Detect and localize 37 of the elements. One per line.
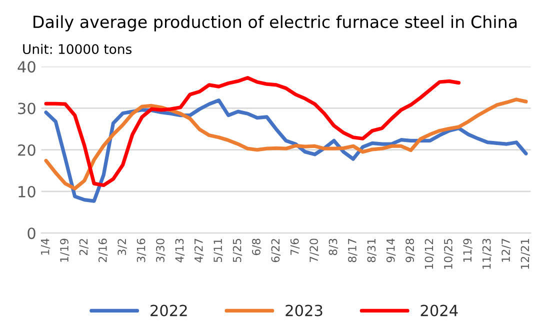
x-tick-label: 5/11 (214, 238, 223, 262)
x-tick-label: 8/3 (328, 238, 338, 256)
x-tick-label: 6/8 (252, 238, 262, 256)
x-tick-label: 2/16 (98, 238, 108, 262)
x-tick-label: 3/16 (136, 238, 146, 262)
x-tick-label: 8/31 (367, 238, 376, 262)
x-tick-label: 10/12 (424, 239, 434, 269)
legend-label: 2022 (150, 304, 187, 316)
x-tick-label: 5/25 (232, 238, 242, 262)
x-tick-label: 2/2 (79, 239, 89, 256)
x-tick-label: 7/6 (290, 238, 300, 255)
x-tick-label: 10/25 (444, 238, 454, 269)
x-tick-label: 4/13 (175, 238, 185, 262)
x-tick-label: 11/9 (463, 238, 472, 262)
x-tick-label: 1/19 (60, 238, 70, 262)
chart-title: Daily average production of electric furnace steel in China (34, 15, 517, 32)
x-tick-label: 4/27 (194, 238, 204, 262)
y-axis-title: Unit: 10000 tons (23, 44, 132, 54)
x-tick-label: 9/28 (406, 238, 415, 262)
x-tick-label: 8/17 (348, 238, 358, 262)
x-tick-label: 12/21 (520, 238, 530, 269)
line-series (44, 76, 461, 188)
x-tick-label: 3/30 (156, 238, 166, 262)
y-tick-label: 40 (18, 61, 36, 73)
x-tick-label: 6/22 (271, 239, 280, 262)
x-tick-label: 1/4 (41, 238, 50, 255)
y-tick-label: 20 (18, 144, 36, 156)
x-tick-label: 3/2 (118, 239, 127, 255)
legend-label: 2023 (286, 304, 322, 316)
y-tick-label: 30 (18, 102, 36, 114)
x-tick-label: 11/23 (482, 238, 492, 269)
legend-label: 2024 (420, 304, 458, 316)
x-tick-label: 7/20 (310, 238, 319, 262)
x-tick-label: 12/7 (502, 238, 511, 262)
y-tick-label: 10 (18, 186, 36, 198)
y-tick-label: 0 (28, 228, 36, 240)
x-tick-label: 9/14 (386, 238, 396, 262)
